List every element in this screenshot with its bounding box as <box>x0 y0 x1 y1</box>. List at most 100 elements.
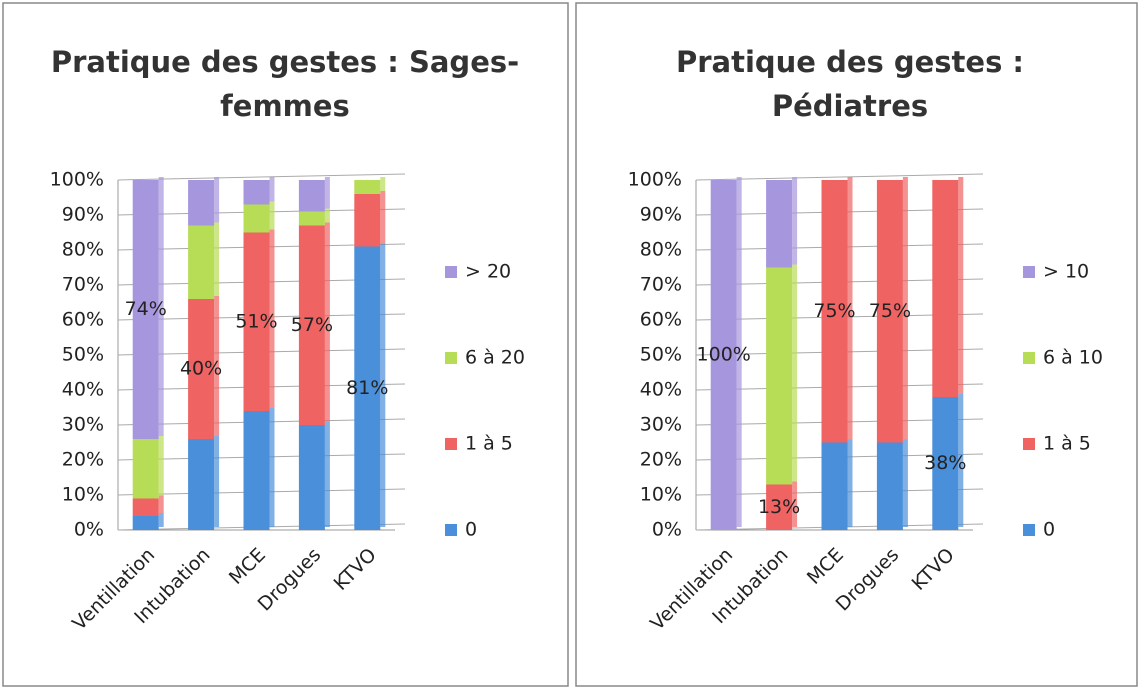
y-tick-label: 100% <box>50 169 104 191</box>
y-tick-label: 50% <box>640 344 682 366</box>
data-label: 75% <box>869 300 911 322</box>
bar-segment <box>766 267 793 485</box>
panel-border <box>575 2 1138 687</box>
grid-line <box>117 173 406 181</box>
legend-label: 6 à 10 <box>1043 347 1103 369</box>
data-label: 74% <box>125 298 167 320</box>
bar-side <box>214 296 220 436</box>
legend-label: 0 <box>465 519 477 541</box>
bar-side <box>902 177 908 440</box>
bar-side <box>380 243 386 527</box>
bar-segment <box>243 411 270 530</box>
y-tick-label: 30% <box>640 414 682 436</box>
bar-side <box>269 177 275 202</box>
legend-swatch <box>445 524 457 536</box>
bar-segment <box>188 225 215 299</box>
legend-label: > 10 <box>1043 261 1089 283</box>
bar-segment <box>132 498 159 516</box>
legend-label: > 20 <box>465 261 511 283</box>
bar-side <box>324 422 330 527</box>
bar-side <box>324 222 330 422</box>
y-tick-label: 70% <box>640 274 682 296</box>
bar-side <box>158 436 164 496</box>
data-label: 100% <box>697 344 751 366</box>
bar-segment <box>243 204 270 233</box>
bar-side <box>847 177 853 440</box>
bar-side <box>380 191 386 244</box>
chart-title: Pratique des gestes : Pédiatres <box>675 45 1025 123</box>
bar-side <box>158 513 164 527</box>
data-label: 38% <box>924 452 966 474</box>
y-tick-label: 10% <box>62 484 104 506</box>
data-label: 81% <box>346 377 388 399</box>
bar-segment <box>298 425 325 530</box>
bar-side <box>214 436 220 527</box>
legend-swatch <box>445 352 457 364</box>
bar-side <box>736 177 742 527</box>
bar-segment <box>766 484 793 530</box>
chart-title: Pratique des gestes : Sages-femmes <box>50 45 520 123</box>
bar-segment <box>354 246 381 530</box>
bar-side <box>214 222 220 296</box>
bar-segment <box>188 180 215 226</box>
bar-segment <box>188 299 215 439</box>
bar-segment <box>298 225 325 425</box>
x-tick-label: KTVO <box>330 544 381 595</box>
bar-segment <box>821 442 848 530</box>
legend-label: 6 à 20 <box>465 347 525 369</box>
bar-side <box>847 439 853 527</box>
bar-side <box>792 481 798 527</box>
bar-segment <box>243 180 270 205</box>
y-tick-label: 20% <box>640 449 682 471</box>
y-tick-label: 60% <box>640 309 682 331</box>
bar-segment <box>932 397 959 530</box>
y-tick-label: 30% <box>62 414 104 436</box>
bar-segment <box>298 180 325 212</box>
bar-segment <box>932 180 959 397</box>
grid-line <box>695 173 984 181</box>
data-label: 40% <box>180 358 222 380</box>
legend-swatch <box>445 266 457 278</box>
bar-segment <box>766 180 793 268</box>
bar-segment <box>132 516 159 530</box>
data-label: 75% <box>813 300 855 322</box>
bar-side <box>214 177 220 223</box>
panel-border <box>2 2 569 687</box>
bar-side <box>792 177 798 265</box>
y-tick-label: 50% <box>62 344 104 366</box>
bar-segment <box>876 180 903 443</box>
bar-side <box>158 495 164 513</box>
y-tick-label: 40% <box>640 379 682 401</box>
y-tick-label: 90% <box>640 204 682 226</box>
y-tick-label: 60% <box>62 309 104 331</box>
data-label: 13% <box>758 496 800 518</box>
bar-side <box>324 208 330 223</box>
data-label: 51% <box>235 310 277 332</box>
bar-side <box>269 408 275 527</box>
y-tick-label: 20% <box>62 449 104 471</box>
bar-segment <box>710 180 737 530</box>
legend-swatch <box>1023 352 1035 364</box>
bar-segment <box>132 180 159 439</box>
y-tick-label: 70% <box>62 274 104 296</box>
y-tick-label: 80% <box>640 239 682 261</box>
bar-segment <box>876 442 903 530</box>
legend-swatch <box>1023 438 1035 450</box>
data-label: 57% <box>291 314 333 336</box>
x-tick-label: MCE <box>225 544 270 589</box>
bar-side <box>958 394 964 527</box>
bar-side <box>324 177 330 209</box>
bar-side <box>269 201 275 230</box>
y-tick-label: 90% <box>62 204 104 226</box>
bar-side <box>902 439 908 527</box>
y-tick-label: 100% <box>628 169 682 191</box>
y-tick-label: 10% <box>640 484 682 506</box>
bar-side <box>380 177 386 191</box>
bar-segment <box>298 211 325 226</box>
y-tick-label: 0% <box>652 519 682 541</box>
legend-swatch <box>1023 266 1035 278</box>
bar-segment <box>132 439 159 499</box>
x-tick-label: KTVO <box>908 544 959 595</box>
